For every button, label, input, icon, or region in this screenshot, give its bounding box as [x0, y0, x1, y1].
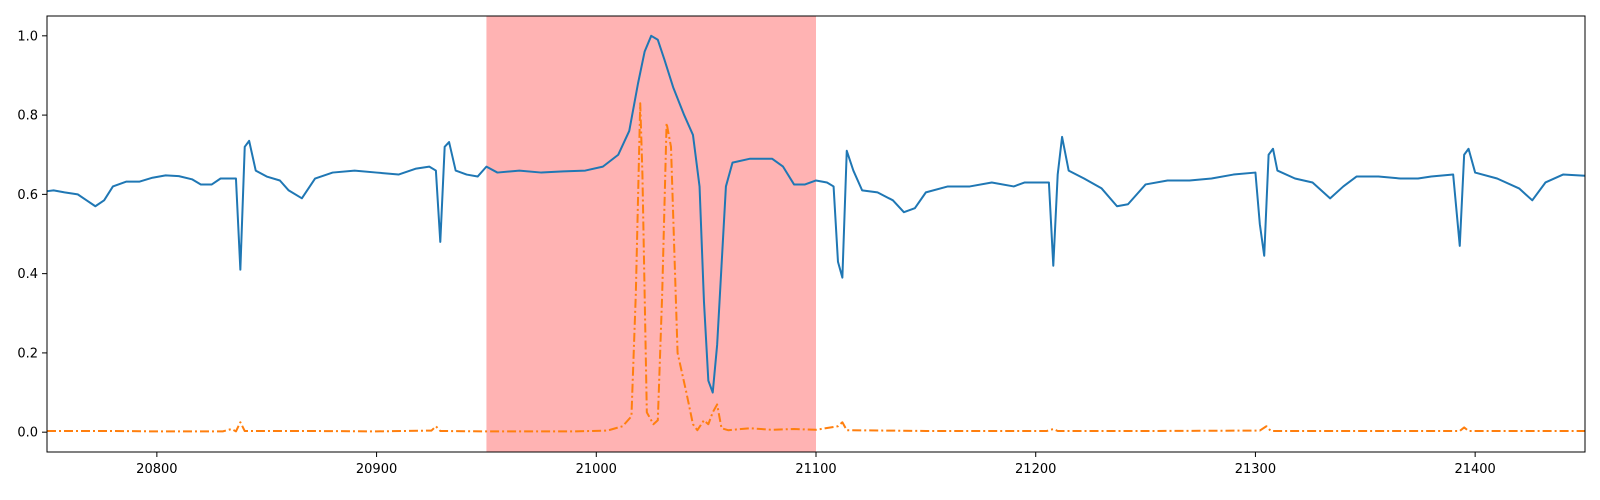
x-tick-label: 21000: [576, 462, 617, 477]
highlight-region-layer: [486, 16, 816, 452]
series-line-2: [47, 102, 1585, 433]
y-tick-label: 0.8: [17, 109, 38, 124]
y-tick-label: 0.2: [17, 346, 38, 361]
series-line-1: [46, 34, 1586, 394]
x-tick-label: 20800: [136, 462, 177, 477]
y-tick-label: 0.6: [17, 188, 38, 203]
y-tick-label: 1.0: [17, 29, 38, 44]
y-axis: 0.0 0.2 0.4 0.6 0.8 1.0: [17, 29, 47, 441]
series-layer: [46, 34, 1586, 433]
x-tick-label: 21200: [1015, 462, 1056, 477]
x-tick-label: 21300: [1235, 462, 1276, 477]
y-tick-label: 0.0: [17, 426, 38, 441]
highlight-region: [486, 16, 816, 452]
x-tick-label: 21100: [795, 462, 836, 477]
y-tick-label: 0.4: [17, 267, 38, 282]
x-tick-label: 21400: [1454, 462, 1495, 477]
x-tick-label: 20900: [356, 462, 397, 477]
x-axis: 20800 20900 21000 21100 21200 21300 21400: [136, 452, 1496, 477]
